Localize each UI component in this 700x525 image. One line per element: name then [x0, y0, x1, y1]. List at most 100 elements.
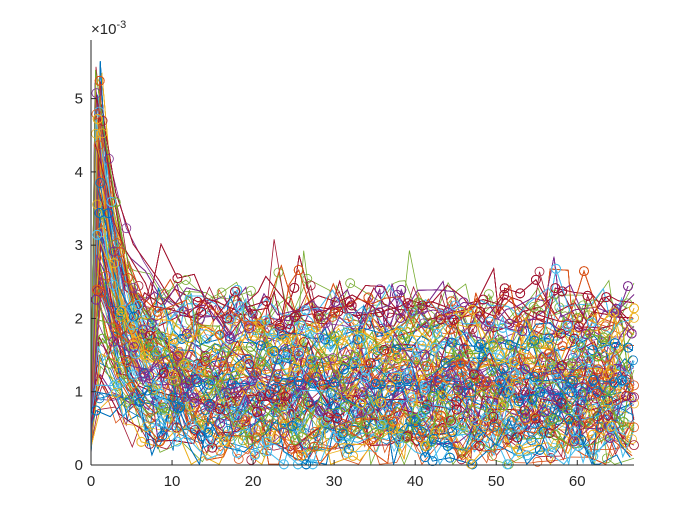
- data-point: [509, 369, 520, 380]
- data-point: [179, 391, 190, 402]
- data-point: [421, 361, 432, 372]
- data-point: [115, 247, 125, 258]
- data-point: [609, 307, 619, 318]
- data-point: [204, 435, 215, 446]
- data-point: [402, 298, 413, 309]
- data-point: [180, 378, 191, 389]
- data-point: [268, 347, 279, 358]
- data-point: [486, 366, 497, 376]
- data-point: [576, 342, 586, 353]
- data-point: [219, 347, 230, 358]
- data-point: [609, 377, 620, 388]
- data-point: [319, 379, 329, 390]
- data-point: [605, 385, 615, 396]
- series-line: [90, 149, 630, 457]
- data-point: [256, 405, 266, 416]
- data-point: [111, 387, 121, 398]
- data-point: [215, 418, 226, 429]
- data-point: [550, 430, 561, 440]
- data-point: [432, 374, 443, 385]
- data-point: [588, 375, 599, 385]
- data-point: [616, 375, 627, 386]
- data-point: [556, 397, 567, 408]
- data-point: [196, 360, 207, 371]
- data-point: [415, 370, 426, 380]
- data-point: [391, 351, 402, 362]
- data-point: [272, 402, 283, 413]
- data-point: [433, 311, 444, 322]
- data-point: [158, 402, 169, 413]
- data-point: [456, 367, 467, 377]
- data-point: [356, 333, 367, 343]
- data-point: [445, 368, 456, 379]
- data-point: [176, 333, 187, 344]
- data-point: [629, 440, 639, 451]
- data-point: [558, 379, 568, 390]
- data-point: [415, 298, 426, 309]
- data-point: [138, 368, 149, 379]
- y-tick-label: 5: [75, 91, 83, 108]
- data-point: [419, 384, 430, 395]
- data-point: [487, 451, 497, 461]
- data-point: [203, 427, 214, 438]
- data-point: [588, 451, 599, 462]
- data-point: [586, 317, 597, 328]
- series-line: [90, 241, 618, 424]
- data-point: [605, 369, 615, 380]
- data-point: [155, 436, 165, 447]
- data-point: [246, 376, 257, 386]
- data-point: [252, 425, 262, 435]
- data-point: [597, 336, 607, 347]
- data-point: [629, 398, 639, 409]
- data-point: [584, 418, 595, 429]
- data-point: [93, 140, 104, 151]
- data-point: [622, 298, 633, 309]
- data-point: [414, 432, 425, 442]
- data-point: [109, 258, 120, 269]
- data-point: [108, 336, 119, 347]
- data-point: [223, 425, 233, 436]
- data-point: [512, 414, 523, 425]
- data-point: [407, 307, 418, 318]
- data-point: [451, 396, 462, 407]
- data-point: [149, 390, 160, 400]
- data-point: [134, 396, 145, 407]
- data-point: [232, 410, 243, 421]
- data-point: [594, 423, 605, 434]
- data-point: [592, 411, 603, 422]
- data-point: [566, 387, 577, 398]
- data-point: [629, 422, 639, 433]
- data-point: [605, 432, 615, 443]
- data-point: [278, 411, 289, 422]
- data-point: [181, 328, 192, 339]
- data-point: [356, 398, 367, 409]
- data-point: [611, 303, 622, 314]
- data-point: [215, 399, 226, 410]
- data-point: [419, 349, 430, 360]
- data-point: [168, 334, 179, 345]
- series-line: [90, 125, 635, 430]
- data-point: [538, 352, 548, 363]
- data-point: [254, 318, 265, 329]
- data-point: [256, 356, 267, 367]
- data-point: [323, 338, 334, 349]
- data-point: [601, 404, 612, 415]
- data-point: [588, 306, 599, 317]
- series-line: [90, 242, 629, 425]
- data-point: [290, 362, 301, 373]
- data-point: [402, 374, 413, 385]
- data-point: [570, 347, 581, 358]
- data-point: [392, 374, 403, 385]
- data-point: [101, 270, 112, 281]
- data-point: [395, 433, 406, 443]
- data-point: [497, 385, 508, 396]
- data-point: [157, 404, 167, 415]
- series-line: [90, 95, 635, 466]
- data-point: [388, 416, 399, 427]
- data-point: [337, 428, 348, 439]
- data-point: [189, 397, 200, 408]
- data-point: [515, 288, 526, 299]
- data-point: [522, 450, 532, 461]
- data-point: [534, 318, 545, 328]
- data-point: [458, 297, 469, 308]
